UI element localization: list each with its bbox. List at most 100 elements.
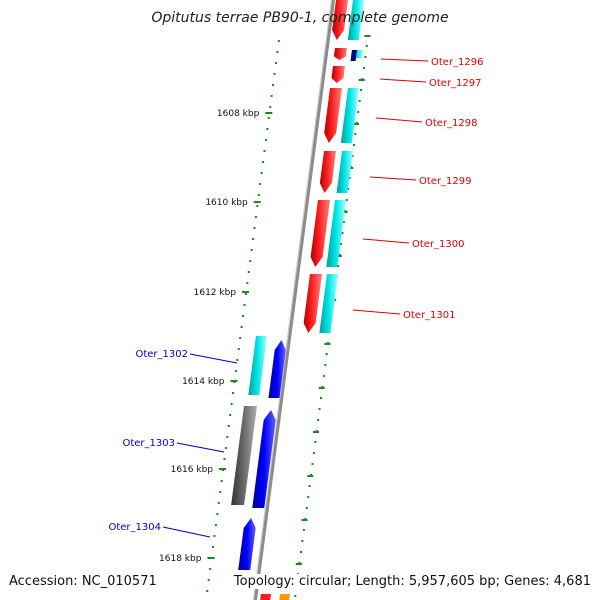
minor-tick — [347, 188, 350, 190]
cds-bar — [260, 594, 271, 600]
minor-tick — [212, 546, 215, 548]
minor-tick — [345, 199, 348, 201]
gene-label: Oter_1301 — [403, 310, 456, 321]
minor-tick — [206, 590, 209, 592]
label-leader — [352, 309, 401, 315]
ruler-tick — [242, 291, 250, 293]
minor-tick — [262, 161, 265, 163]
minor-tick — [300, 551, 303, 553]
major-tick — [301, 519, 308, 521]
forward-gene-arrow — [319, 151, 336, 193]
minor-tick — [294, 595, 297, 597]
minor-tick — [337, 265, 340, 267]
minor-tick — [317, 419, 320, 421]
label-leader-lines — [162, 58, 429, 538]
gene-label: Oter_1296 — [431, 57, 484, 68]
minor-tick — [342, 221, 345, 223]
minor-tick — [252, 238, 255, 240]
minor-tick — [360, 89, 363, 91]
minor-tick — [230, 403, 233, 405]
label-leader — [176, 442, 225, 453]
major-tick — [307, 475, 314, 477]
gene-label: Oter_1304 — [108, 522, 161, 533]
major-tick — [353, 123, 360, 125]
minor-tick — [357, 111, 360, 113]
minor-tick — [253, 227, 256, 229]
minor-tick — [340, 243, 343, 245]
minor-tick — [352, 144, 355, 146]
ruler-label: 1616 kbp — [171, 465, 214, 475]
minor-tick — [302, 529, 305, 531]
ruler-label: 1610 kbp — [205, 198, 248, 208]
label-leader — [189, 353, 238, 364]
ruler-label: 1614 kbp — [182, 377, 225, 387]
minor-tick — [220, 480, 223, 482]
label-leader — [379, 78, 427, 83]
cds-bar — [326, 200, 346, 267]
minor-tick — [307, 496, 310, 498]
minor-tick — [362, 67, 365, 69]
minor-tick — [267, 117, 270, 119]
minor-tick — [365, 45, 368, 47]
minor-tick — [216, 513, 219, 515]
minor-tick — [237, 348, 240, 350]
minor-tick — [270, 95, 273, 97]
minor-tick — [266, 128, 269, 130]
forward-gene-arrow — [331, 66, 345, 83]
minor-tick — [236, 359, 239, 361]
minor-tick — [213, 535, 216, 537]
cds-bar — [340, 88, 359, 143]
minor-tick — [301, 540, 304, 542]
label-leader — [369, 176, 417, 181]
major-tick — [318, 387, 325, 389]
minor-tick — [322, 375, 325, 377]
label-leader — [162, 526, 211, 538]
forward-gene-arrow — [310, 200, 330, 267]
minor-tick — [263, 150, 266, 152]
summary-text: Topology: circular; Length: 5,957,605 bp… — [233, 574, 591, 589]
minor-tick — [358, 100, 361, 102]
forward-gene-arrow — [324, 88, 342, 143]
minor-tick — [234, 370, 237, 372]
major-tick — [312, 431, 319, 433]
forward-gene-arrow — [333, 48, 347, 60]
outer-tick-marks — [206, 40, 280, 592]
cds-bar — [347, 0, 364, 40]
cds-bar — [231, 406, 257, 505]
minor-tick — [219, 491, 222, 493]
minor-tick — [274, 62, 277, 64]
cds-bar — [319, 274, 338, 333]
minor-tick — [273, 73, 276, 75]
gene-label: Oter_1302 — [135, 349, 188, 360]
cds-bar — [248, 336, 267, 395]
minor-tick — [247, 271, 250, 273]
minor-tick — [269, 106, 272, 108]
minor-tick — [240, 326, 243, 328]
minor-tick — [264, 139, 267, 141]
minor-tick — [341, 232, 344, 234]
minor-tick — [256, 205, 259, 207]
minor-tick — [224, 447, 227, 449]
minor-tick — [209, 568, 212, 570]
minor-tick — [276, 51, 279, 53]
forward-gene-arrow — [332, 0, 348, 40]
major-tick — [335, 255, 342, 257]
minor-tick — [311, 463, 314, 465]
minor-tick — [249, 260, 252, 262]
summary-label: Topology: circular; Length: 5,957,605 bp… — [233, 574, 591, 589]
minor-tick — [244, 293, 247, 295]
minor-tick — [239, 337, 242, 339]
minor-tick — [305, 507, 308, 509]
minor-tick — [259, 183, 262, 185]
gene-label: Oter_1297 — [429, 78, 482, 89]
ruler-tick — [207, 557, 215, 559]
major-tick — [324, 343, 331, 345]
minor-tick — [277, 40, 280, 42]
minor-tick — [242, 315, 245, 317]
major-tick — [341, 211, 348, 213]
accession-text: Accession: NC_010571 — [9, 574, 157, 589]
reverse-gene-arrow — [252, 410, 276, 508]
label-leader — [380, 58, 429, 62]
reverse-gene-arrow — [238, 518, 256, 570]
minor-tick — [214, 524, 217, 526]
